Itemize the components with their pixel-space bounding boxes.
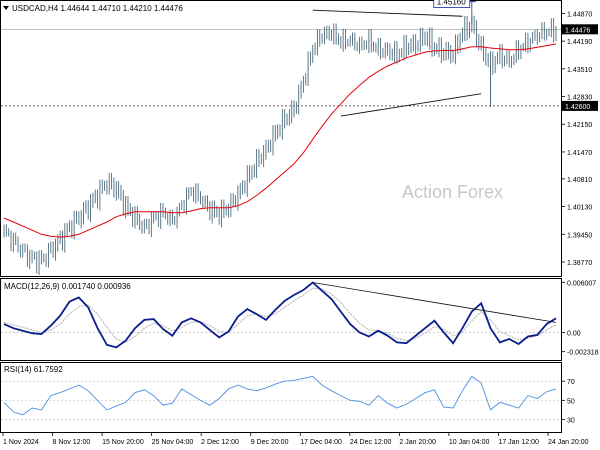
macd-trendline [312, 282, 557, 323]
price-y-tick-label: 1.43510 [567, 67, 592, 74]
macd-y-tick-label: 0.006007 [567, 280, 596, 287]
price-y-tick-label: 1.40130 [567, 205, 592, 212]
x-tick-label: 9 Dec 20:00 [251, 439, 289, 446]
rsi-y-tick-label: 30 [567, 418, 575, 425]
dropdown-triangle-icon[interactable] [3, 6, 9, 10]
price-layer: 1.45160 [1, 0, 561, 275]
macd-layer [1, 281, 561, 349]
rsi-layer [1, 375, 561, 420]
rsi-line [3, 375, 557, 416]
price-y-tick-label: 1.42830 [567, 95, 592, 102]
x-tick-label: 10 Jan 04:00 [449, 439, 490, 446]
x-tick-label: 2 Jan 20:00 [399, 439, 436, 446]
macd-title: MACD(12,26,9) 0.001740 0.000936 [4, 282, 131, 291]
x-tick-label: 15 Nov 20:00 [102, 439, 144, 446]
macd-y-tick-label: 0.00 [567, 330, 581, 337]
price-y-tick-label: 1.38770 [567, 260, 592, 267]
price-y-tick-label: 1.42150 [567, 122, 592, 129]
macd-line [3, 281, 557, 349]
x-tick-label: 17 Dec 04:00 [300, 439, 342, 446]
symbol-header: USDCAD,H4 1.44644 1.44710 1.44210 1.4447… [12, 4, 183, 13]
rsi-y-tick-label: 70 [567, 379, 575, 386]
x-tick-label: 2 Dec 12:00 [201, 439, 239, 446]
moving-average-line [3, 43, 557, 238]
rsi-title: RSI(14) 61.7592 [4, 365, 63, 374]
macd-panel-frame [0, 278, 562, 361]
support-price-label: 1.42600 [565, 104, 590, 111]
price-y-tick-label: 1.40810 [567, 177, 592, 184]
rsi-panel-frame [0, 362, 562, 433]
watermark: Action Forex [402, 182, 503, 202]
x-tick-label: 17 Jan 12:00 [498, 439, 539, 446]
macd-signal-line [3, 287, 557, 343]
upper-trendline [312, 9, 463, 17]
x-tick-label: 24 Dec 12:00 [350, 439, 392, 446]
current-price-box [562, 24, 598, 35]
lower-trendline [340, 93, 482, 117]
x-tick-label: 1 Nov 2024 [3, 439, 39, 446]
price-panel-frame [0, 0, 562, 277]
axis-layer: 1.44870 1.44190 1.43510 1.42830 1.42150 1.414… [2, 11, 599, 446]
price-y-tick-label: 1.41470 [567, 150, 592, 157]
x-tick-label: 25 Nov 04:00 [152, 439, 194, 446]
price-y-tick-label: 1.39450 [567, 232, 592, 239]
macd-y-tick-label: -0.002318 [567, 350, 599, 357]
current-price-label: 1.44476 [565, 27, 590, 34]
recent-high-label: 1.45160 [437, 0, 466, 7]
support-price-box [562, 100, 598, 111]
recent-high-box [433, 0, 471, 8]
price-y-tick-label: 1.44870 [567, 11, 592, 18]
x-tick-label: 24 Jan 20:00 [548, 439, 589, 446]
x-tick-label: 8 Nov 12:00 [53, 439, 91, 446]
rsi-y-tick-label: 50 [567, 398, 575, 405]
price-y-tick-label: 1.44190 [567, 39, 592, 46]
